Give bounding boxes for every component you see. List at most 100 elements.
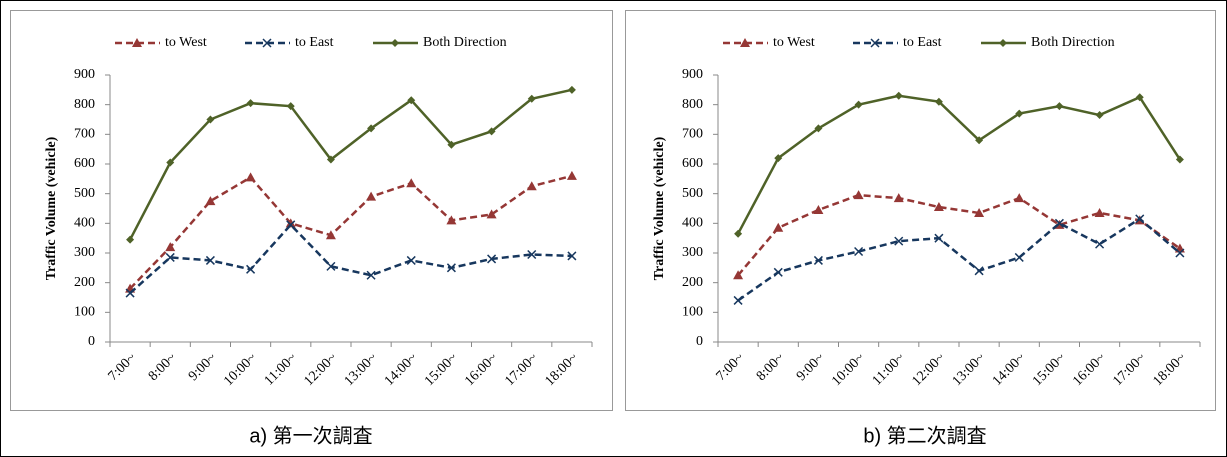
- point: [406, 255, 416, 265]
- y-tick-label: 400: [74, 216, 95, 231]
- point: [893, 193, 904, 203]
- caption: a) 第一次調査: [249, 424, 372, 447]
- point: [1014, 193, 1025, 203]
- point: [934, 233, 944, 243]
- series-line: [736, 94, 1181, 235]
- point: [366, 270, 376, 280]
- point: [975, 136, 984, 145]
- point: [486, 209, 497, 219]
- y-tick-label: 500: [682, 186, 703, 201]
- point: [206, 115, 215, 124]
- series-line: [737, 217, 1181, 302]
- point: [740, 38, 750, 47]
- legend-label: to West: [773, 35, 815, 50]
- point: [125, 288, 135, 298]
- y-tick-label: 100: [682, 305, 703, 320]
- point: [1135, 93, 1144, 102]
- y-tick-label: 0: [696, 334, 703, 349]
- point: [773, 267, 783, 277]
- point: [853, 190, 864, 200]
- point: [1094, 207, 1105, 217]
- point: [854, 246, 864, 257]
- point: [894, 236, 904, 246]
- point: [1175, 248, 1185, 258]
- point: [1095, 111, 1104, 120]
- point: [933, 202, 944, 212]
- point: [1175, 155, 1184, 164]
- point: [526, 181, 537, 191]
- point: [974, 207, 985, 217]
- y-tick-label: 400: [682, 216, 703, 231]
- point: [813, 255, 823, 265]
- legend-label: Both Direction: [1031, 35, 1115, 50]
- y-tick-label: 0: [88, 334, 95, 349]
- y-tick-label: 500: [74, 186, 95, 201]
- point: [262, 38, 272, 48]
- point: [126, 235, 135, 244]
- y-tick-label: 700: [74, 127, 95, 142]
- point: [1055, 102, 1064, 111]
- point: [132, 38, 142, 47]
- y-tick-label: 200: [682, 275, 703, 290]
- point: [447, 140, 456, 149]
- point: [165, 252, 175, 262]
- point: [285, 218, 296, 228]
- y-tick-label: 600: [74, 156, 95, 171]
- legend-label: to East: [903, 35, 942, 50]
- point: [165, 242, 176, 252]
- y-tick-label: 700: [682, 127, 703, 142]
- y-axis-title: Traffic Volume (vehicle): [652, 136, 667, 280]
- caption: b) 第二次調査: [863, 424, 986, 447]
- point: [527, 249, 537, 260]
- point: [367, 124, 376, 133]
- point: [999, 39, 1007, 47]
- y-tick-label: 800: [74, 97, 95, 112]
- point: [1135, 214, 1145, 224]
- y-tick-label: 900: [682, 67, 703, 82]
- point: [1054, 218, 1064, 228]
- point: [734, 229, 743, 238]
- point: [1014, 252, 1024, 262]
- y-tick-label: 300: [74, 245, 95, 260]
- y-axis-title: Traffic Volume (vehicle): [44, 136, 59, 280]
- point: [487, 127, 496, 136]
- series-line: [737, 193, 1181, 277]
- point: [286, 102, 295, 111]
- point: [407, 96, 416, 105]
- point: [1095, 239, 1105, 249]
- point: [446, 215, 457, 225]
- point: [246, 264, 256, 274]
- point: [446, 263, 456, 273]
- legend-label: to West: [165, 35, 207, 50]
- point: [527, 94, 536, 103]
- point: [205, 196, 216, 206]
- point: [733, 295, 743, 305]
- point: [813, 204, 824, 214]
- y-tick-label: 600: [682, 156, 703, 171]
- point: [391, 39, 399, 47]
- point: [774, 154, 783, 163]
- point: [326, 261, 336, 271]
- point: [974, 266, 984, 276]
- point: [567, 251, 577, 261]
- point: [733, 270, 744, 280]
- point: [205, 255, 215, 265]
- legend-label: Both Direction: [423, 35, 507, 50]
- y-tick-label: 200: [74, 275, 95, 290]
- point: [246, 99, 255, 108]
- point: [854, 100, 863, 109]
- point: [566, 170, 577, 180]
- point: [814, 124, 823, 133]
- chart-frame: [625, 10, 1216, 411]
- point: [487, 254, 497, 264]
- point: [773, 222, 784, 232]
- point: [326, 155, 335, 164]
- series-line: [128, 88, 573, 241]
- point: [325, 230, 336, 240]
- legend-label: to East: [295, 35, 334, 50]
- y-tick-label: 300: [682, 245, 703, 260]
- point: [286, 220, 296, 230]
- y-tick-label: 100: [74, 305, 95, 320]
- y-tick-label: 800: [682, 97, 703, 112]
